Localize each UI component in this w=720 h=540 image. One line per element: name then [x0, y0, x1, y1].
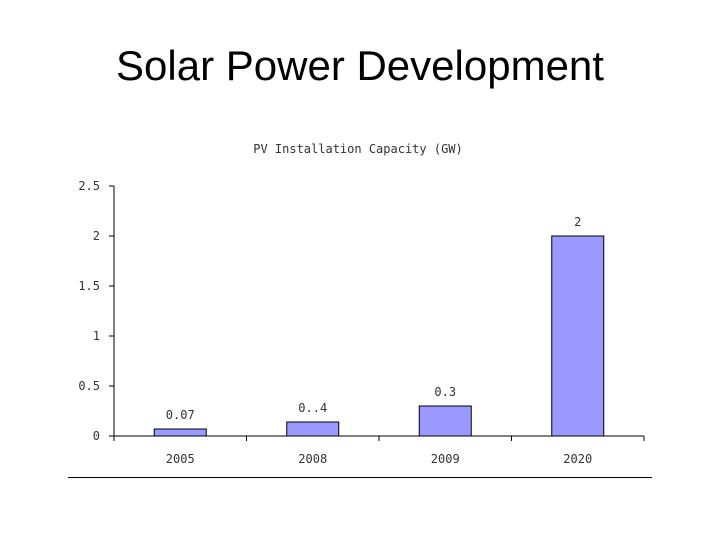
y-tick-label: 2.5: [78, 179, 100, 193]
y-tick-label: 1.5: [78, 279, 100, 293]
chart-title: PV Installation Capacity (GW): [253, 142, 463, 156]
x-category-label: 2008: [298, 452, 327, 466]
y-tick-label: 0: [93, 429, 100, 443]
bar-value-label: 0.3: [434, 385, 456, 399]
bar-2020: [551, 235, 605, 437]
y-tick-label: 0.5: [78, 379, 100, 393]
bottom-rule: [68, 477, 652, 478]
bar-value-label: 0.07: [166, 408, 195, 422]
slide-title: Solar Power Development: [116, 42, 604, 89]
bar-2009: [418, 405, 472, 437]
bar-value-label: 2: [574, 215, 581, 229]
x-category-label: 2020: [563, 452, 592, 466]
x-category-label: 2005: [166, 452, 195, 466]
x-category-label: 2009: [431, 452, 460, 466]
bar-2005: [153, 428, 207, 437]
bar-value-label: 0..4: [298, 401, 327, 415]
bar-2008: [286, 421, 340, 437]
y-tick-label: 2: [93, 229, 100, 243]
y-tick-label: 1: [93, 329, 100, 343]
